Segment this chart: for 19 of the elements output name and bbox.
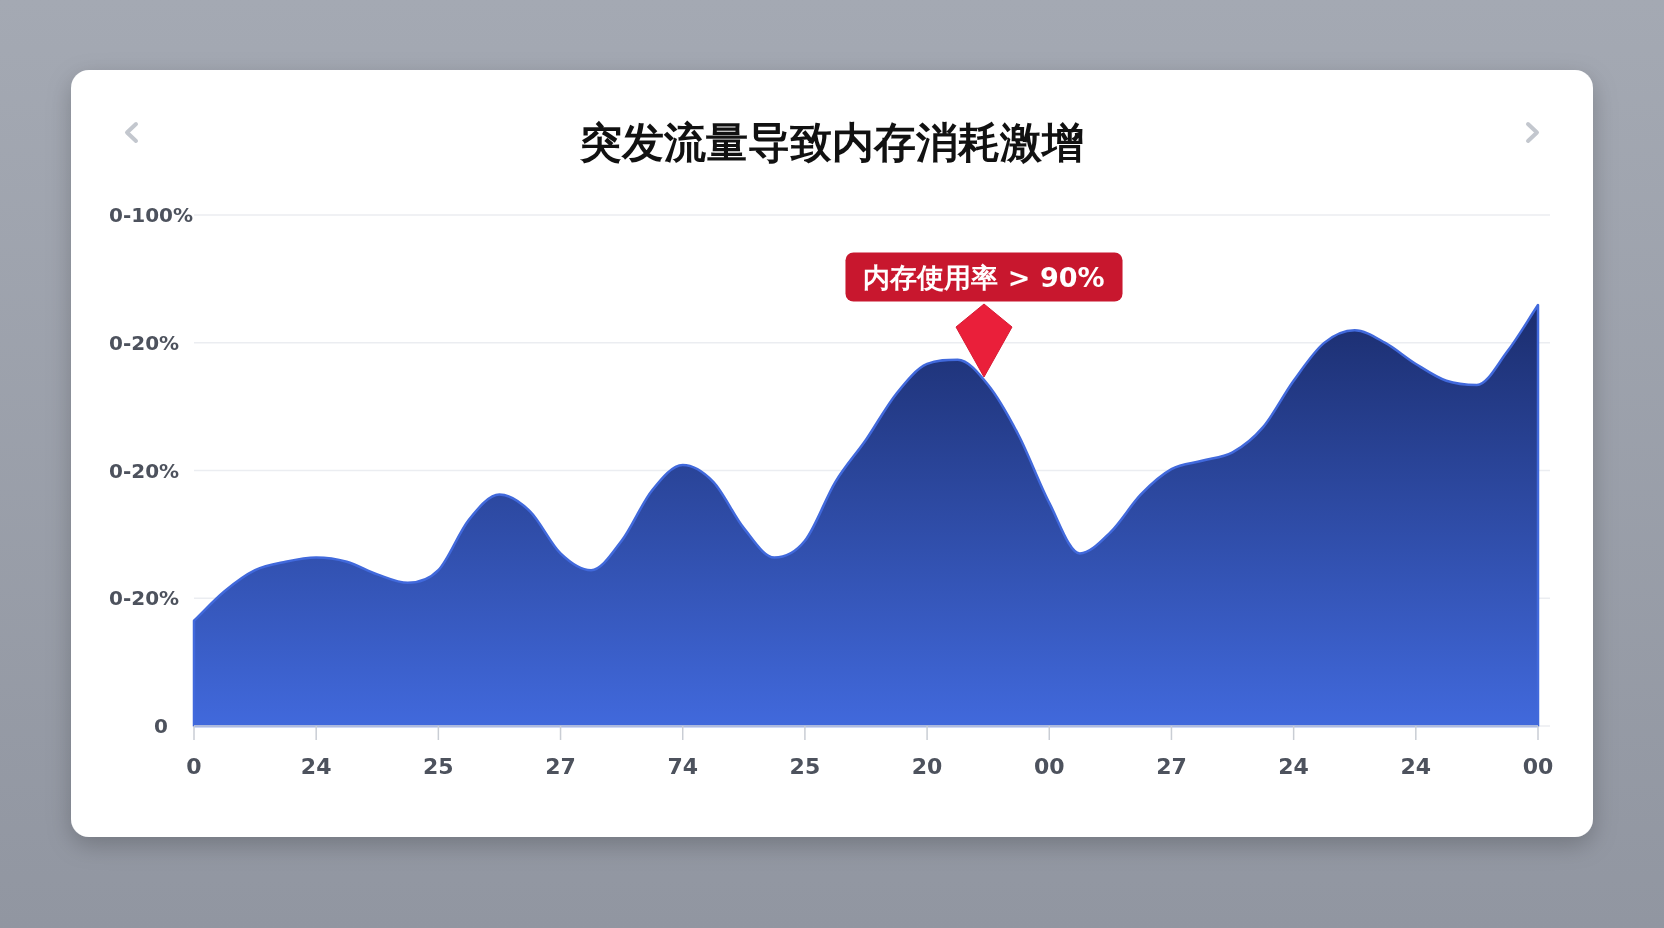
annotation: 0-20% (109, 586, 180, 611)
x-tick: 27 (1156, 753, 1187, 779)
x-tick: 00 (1522, 753, 1554, 779)
x-tick: 74 (667, 753, 699, 779)
x-tick: 25 (423, 753, 454, 779)
x-tick: 20 (911, 753, 943, 779)
title: 突发流量导致内存消耗激增 (580, 117, 1084, 167)
annotation: 内存使用率 > 90% (845, 252, 1123, 302)
x-tick: 24 (1400, 753, 1432, 779)
annotation: 0-20% (109, 458, 180, 483)
annotation: 0 (154, 714, 168, 738)
x-tick: 25 (789, 753, 821, 779)
annotation: 0-20% (109, 330, 180, 355)
x-tick: 27 (545, 753, 576, 779)
x-tick: 00 (1033, 753, 1065, 779)
x-tick: 24 (1278, 753, 1309, 779)
x-tick: 24 (300, 753, 332, 779)
x-tick: 0 (186, 753, 202, 779)
annotation: 0-100% (109, 203, 193, 227)
